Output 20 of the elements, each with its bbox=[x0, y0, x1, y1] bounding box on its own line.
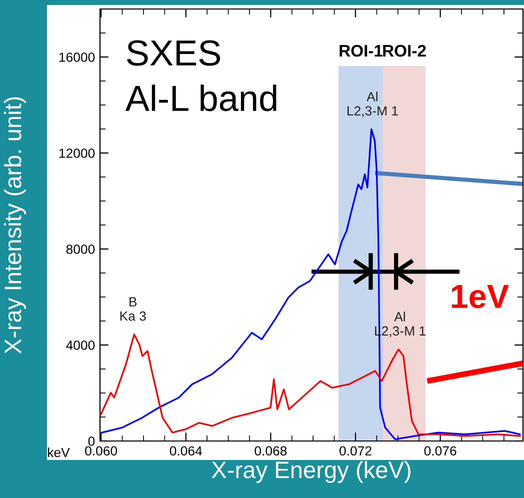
y-tick-label: 8000 bbox=[66, 244, 95, 254]
x-tick-label: 0.060 bbox=[85, 446, 118, 456]
y-tick-label: 16000 bbox=[59, 52, 95, 62]
annotation: Al L2,3-M 1 bbox=[348, 92, 398, 118]
band-label: ROI-2 bbox=[383, 44, 426, 57]
annotation: 1eV bbox=[452, 284, 509, 308]
annotation: B Ka 3 bbox=[120, 297, 146, 321]
x-tick-label: 0.076 bbox=[424, 446, 456, 456]
x-tick-label: 0.068 bbox=[254, 446, 287, 456]
x-tick-label: 0.072 bbox=[340, 446, 372, 456]
line-series bbox=[101, 128, 521, 440]
band-label: ROI-1 bbox=[340, 44, 383, 57]
annotation: SXES Al-L band bbox=[125, 40, 276, 112]
x-tick-label: 0.064 bbox=[170, 446, 202, 456]
y-axis-title: X-ray Intensity (arb. unit) bbox=[4, 97, 26, 354]
text: keV bbox=[48, 447, 70, 458]
y-tick-label: 4000 bbox=[66, 340, 95, 350]
x-axis-title: X-ray Energy (keV) bbox=[212, 460, 410, 483]
y-tick-label: 0 bbox=[88, 436, 95, 446]
y-tick-label: 12000 bbox=[59, 148, 95, 158]
